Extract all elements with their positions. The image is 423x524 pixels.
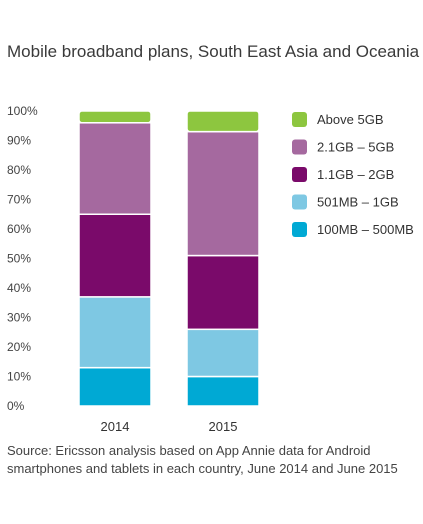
legend-label: Above 5GB <box>317 112 384 127</box>
x-tick-label: 2015 <box>209 419 238 434</box>
y-tick-label: 50% <box>7 252 31 266</box>
legend-swatch <box>292 222 307 237</box>
bar-segment <box>78 122 152 215</box>
y-tick-label: 60% <box>7 222 31 236</box>
y-tick-label: 10% <box>7 370 31 384</box>
bar-segment <box>186 110 260 133</box>
legend-label: 501MB – 1GB <box>317 195 399 210</box>
x-tick-label: 2014 <box>101 419 130 434</box>
bar-segment <box>78 366 152 407</box>
y-tick-label: 90% <box>7 134 31 148</box>
y-tick-label: 0% <box>7 399 25 413</box>
bar-segment <box>186 130 260 257</box>
legend-swatch <box>292 112 307 127</box>
bar-segment <box>186 254 260 331</box>
stacked-bar-chart: 0%10%20%30%40%50%60%70%80%90%100% 2014 20… <box>7 104 414 434</box>
bar-segment <box>78 110 152 124</box>
legend-label: 100MB – 500MB <box>317 222 414 237</box>
y-tick-label: 20% <box>7 340 31 354</box>
y-tick-label: 70% <box>7 193 31 207</box>
y-tick-label: 80% <box>7 163 31 177</box>
legend-swatch <box>292 167 307 182</box>
legend-swatch <box>292 194 307 210</box>
legend-label: 2.1GB – 5GB <box>317 140 394 155</box>
bar-segment <box>186 328 260 378</box>
source-note: Source: Ericsson analysis based on App A… <box>7 443 398 476</box>
bar-segment <box>186 375 260 407</box>
legend: Above 5GB 2.1GB – 5GB 1.1GB – 2GB 501MB – 1… <box>292 112 414 237</box>
bar-segment <box>78 213 152 298</box>
y-tick-label: 30% <box>7 311 31 325</box>
bars-group <box>78 110 260 407</box>
bar-segment <box>78 296 152 369</box>
y-tick-label: 100% <box>7 104 38 118</box>
y-axis-ticks: 0% 10% 20% 30% 40% 50% 60% 70% 80% 90% 100% <box>7 104 38 413</box>
chart-title: Mobile broadband plans, South East Asia … <box>7 42 420 61</box>
x-axis-labels: 2014 2015 <box>101 419 238 434</box>
legend-swatch <box>292 139 307 155</box>
y-tick-label: 40% <box>7 281 31 295</box>
legend-label: 1.1GB – 2GB <box>317 167 394 182</box>
